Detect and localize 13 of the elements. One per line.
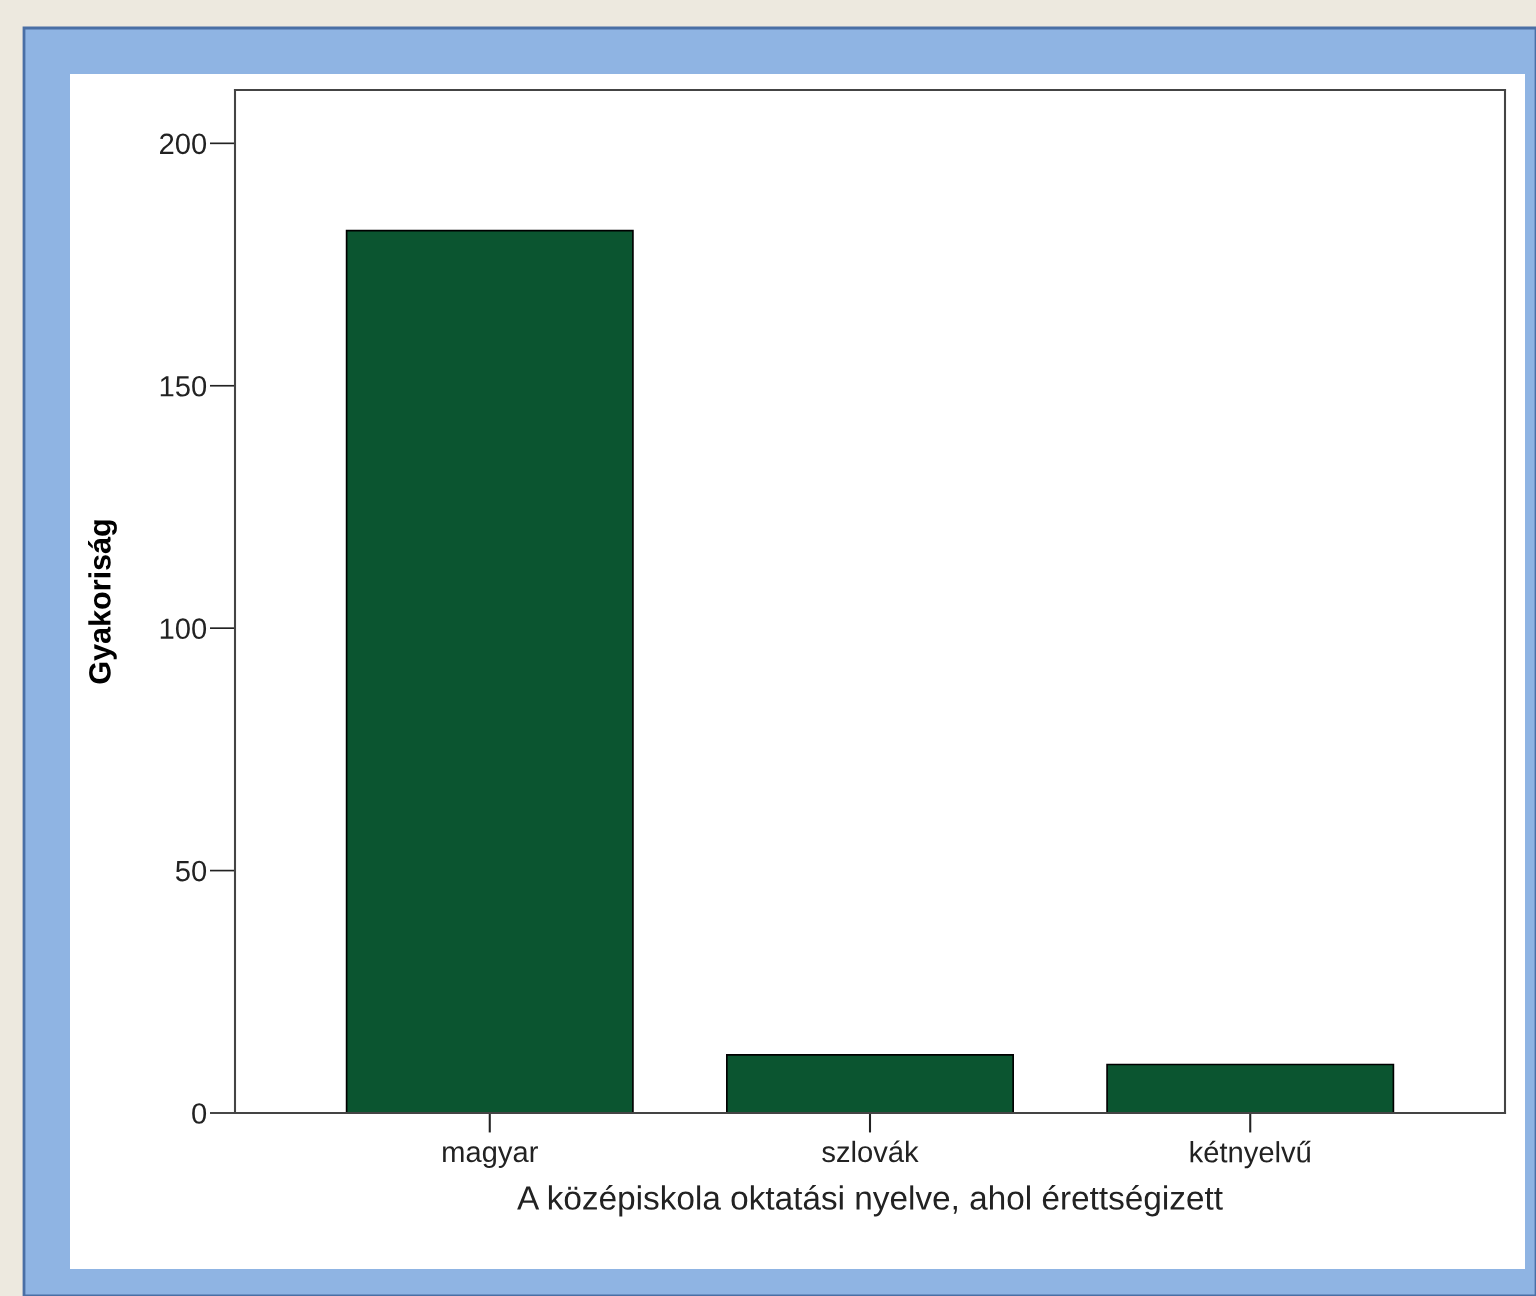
y-tick-label: 0 [192, 1103, 207, 1124]
bar [1106, 1063, 1395, 1113]
y-tick-label: 200 [160, 133, 207, 155]
x-tick-label: szlovák [822, 1140, 919, 1163]
x-axis-title: A középiskola oktatási nyelve, ahol érettségizett [517, 1184, 1223, 1217]
bar [345, 229, 634, 1113]
bar [726, 1053, 1014, 1113]
y-axis-title: Gyakoriság [88, 520, 117, 684]
y-tick-label: 50 [175, 860, 207, 882]
x-tick-label: kétnyelvű [1190, 1140, 1311, 1169]
y-tick-label: 150 [160, 375, 207, 397]
y-tick-label: 100 [160, 618, 207, 640]
x-tick-label: magyar [443, 1146, 538, 1168]
